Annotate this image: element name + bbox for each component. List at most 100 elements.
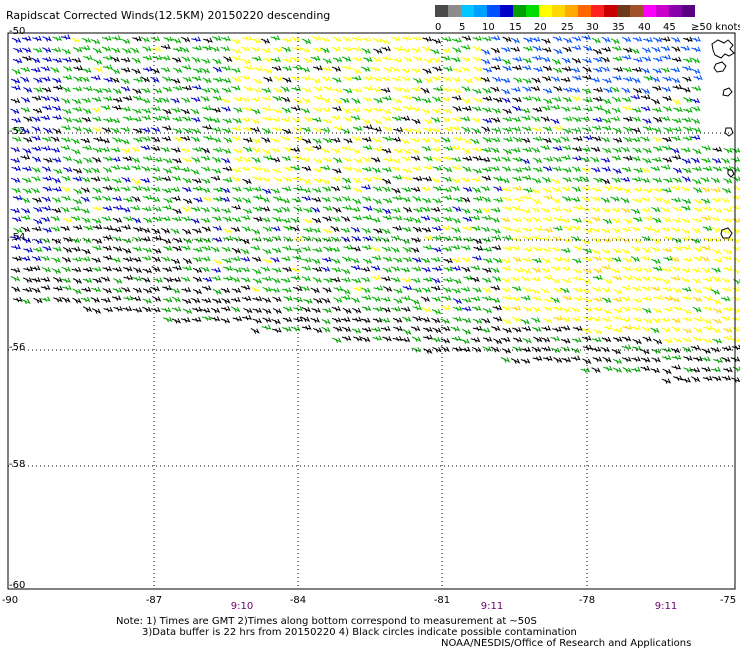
wind-barb <box>633 167 644 174</box>
wind-barb <box>700 186 711 193</box>
wind-barb <box>260 167 270 174</box>
wind-barb <box>462 186 473 193</box>
wind-barb <box>220 318 231 324</box>
wind-barb <box>643 215 653 221</box>
wind-barb <box>252 318 262 324</box>
wind-barb <box>561 66 572 72</box>
wind-barb <box>543 297 554 303</box>
note-line-1: Note: 1) Times are GMT 2)Times along bot… <box>116 616 537 627</box>
wind-barb <box>711 227 721 233</box>
wind-barb <box>572 146 583 152</box>
wind-barb <box>523 216 533 223</box>
wind-barb <box>732 366 740 373</box>
wind-barb <box>151 296 162 302</box>
wind-barb <box>20 66 31 73</box>
wind-barb <box>52 114 63 121</box>
wind-barb <box>300 156 311 162</box>
wind-barb <box>523 37 533 43</box>
wind-barb <box>632 338 642 345</box>
wind-barb <box>91 308 102 314</box>
wind-barb <box>91 218 102 224</box>
wind-barb <box>630 226 641 232</box>
wind-barb <box>651 156 662 163</box>
wind-barb <box>112 217 123 224</box>
wind-barb <box>642 225 653 231</box>
wind-barb <box>463 275 473 281</box>
wind-barb <box>701 157 711 164</box>
wind-barb <box>192 256 202 263</box>
wind-barb <box>100 176 111 182</box>
wind-barb <box>30 67 41 73</box>
legend-label-30: 30 <box>586 22 599 33</box>
wind-barb <box>121 177 131 183</box>
legend-label-35: 35 <box>612 22 625 33</box>
wind-barb <box>252 175 262 182</box>
wind-barb <box>341 288 351 295</box>
wind-barb <box>421 46 431 52</box>
wind-barb <box>590 227 601 233</box>
wind-barb <box>661 86 672 93</box>
wind-barb <box>591 216 601 222</box>
wind-barb <box>440 225 451 231</box>
wind-barb <box>522 235 533 241</box>
wind-barb <box>72 117 83 124</box>
wind-barb <box>102 245 113 251</box>
wind-barb <box>271 56 282 63</box>
wind-barb <box>570 355 581 361</box>
wind-barb <box>230 85 241 91</box>
wind-barb <box>693 316 703 322</box>
wind-barb <box>472 287 482 293</box>
wind-barb <box>590 156 600 163</box>
wind-barb <box>140 236 151 242</box>
wind-barb <box>203 116 213 122</box>
wind-barb <box>721 356 731 363</box>
wind-barb <box>621 336 632 342</box>
wind-barb <box>81 67 92 74</box>
wind-barb <box>81 217 91 224</box>
wind-barb <box>331 306 342 312</box>
wind-barb <box>462 236 473 243</box>
wind-barb <box>240 248 250 255</box>
wind-barb <box>651 317 661 324</box>
wind-barb <box>663 337 673 344</box>
wind-barb <box>380 38 390 45</box>
wind-barb <box>731 194 740 201</box>
wind-barb <box>401 226 412 233</box>
wind-barb <box>732 296 740 302</box>
wind-barb <box>643 75 654 81</box>
wind-barb <box>250 126 261 133</box>
wind-barb <box>613 288 623 295</box>
wind-barb <box>582 218 593 225</box>
wind-barb <box>171 147 181 153</box>
wind-barb <box>321 97 331 104</box>
wind-barb <box>51 238 62 245</box>
wind-barb <box>81 97 91 104</box>
wind-barb <box>532 106 543 113</box>
wind-barb <box>261 47 271 54</box>
wind-barb <box>112 287 123 294</box>
wind-barb <box>722 217 732 223</box>
wind-barb <box>301 306 311 313</box>
wind-barb <box>423 155 433 162</box>
wind-barb <box>72 47 83 53</box>
wind-barb <box>133 226 143 232</box>
wind-barb <box>482 107 492 113</box>
wind-barb <box>370 66 381 72</box>
wind-barb <box>702 318 712 325</box>
wind-barb <box>42 227 53 233</box>
wind-barb <box>702 375 713 382</box>
wind-barb <box>171 175 182 182</box>
wind-barb <box>162 285 172 291</box>
wind-barb <box>253 65 264 72</box>
wind-barb <box>493 176 503 182</box>
wind-barb <box>332 337 342 344</box>
wind-barb <box>412 257 422 263</box>
wind-barb <box>731 316 740 322</box>
wind-barb <box>370 217 381 223</box>
wind-barb <box>501 58 512 65</box>
wind-barb <box>211 137 222 143</box>
wind-barb <box>181 116 192 122</box>
coastline-islands <box>711 39 735 239</box>
wind-barb <box>562 295 573 301</box>
wind-barb <box>41 104 52 111</box>
